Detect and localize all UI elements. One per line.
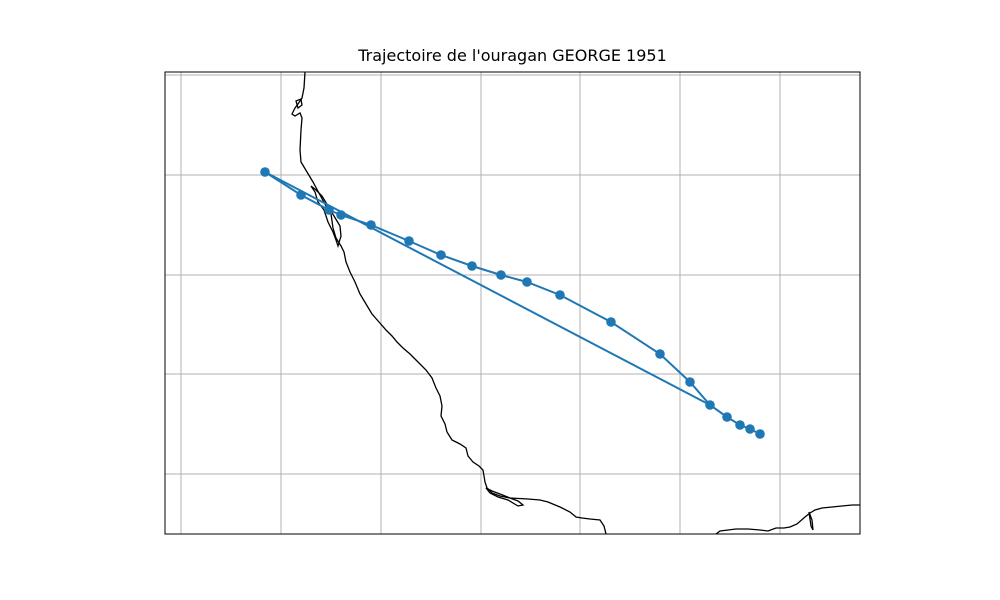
chart-title: Trajectoire de l'ouragan GEORGE 1951 xyxy=(358,46,667,65)
track-point xyxy=(735,420,745,430)
track-point xyxy=(655,349,665,359)
track-point xyxy=(404,236,414,246)
track-point xyxy=(324,205,334,215)
track-point xyxy=(467,261,477,271)
track-point xyxy=(260,167,270,177)
track-point xyxy=(522,277,532,287)
track-point xyxy=(336,210,346,220)
track-point xyxy=(366,220,376,230)
coastline-inlet xyxy=(808,511,814,531)
coastline-southern xyxy=(715,504,860,534)
track-point xyxy=(755,429,765,439)
track-point xyxy=(722,412,732,422)
track-point xyxy=(745,424,755,434)
track-point xyxy=(436,250,446,260)
plot-frame xyxy=(164,71,861,535)
hurricane-track xyxy=(260,167,765,439)
coastline-mainland xyxy=(291,72,607,534)
track-point xyxy=(705,400,715,410)
coastline-island xyxy=(295,98,303,110)
track-point xyxy=(296,190,306,200)
track-point xyxy=(606,317,616,327)
track-point xyxy=(685,377,695,387)
track-point xyxy=(496,270,506,280)
gridlines xyxy=(165,72,860,534)
coastline-lake xyxy=(485,487,525,507)
track-point xyxy=(555,290,565,300)
